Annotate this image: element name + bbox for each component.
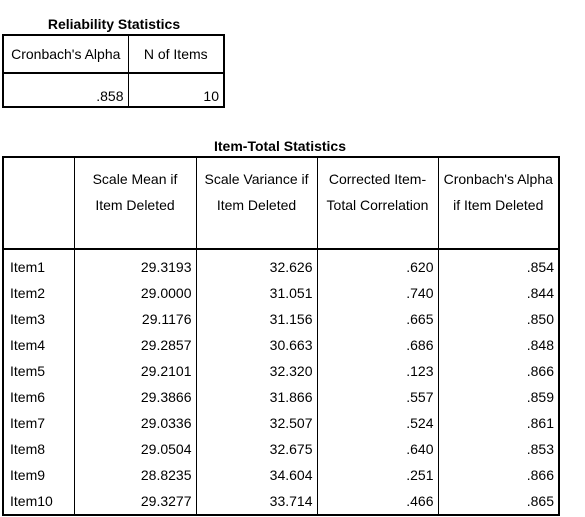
row-label: Item9 <box>2 462 75 488</box>
column-header: Scale Mean if Item Deleted <box>73 156 197 250</box>
row-label: Item7 <box>2 410 75 436</box>
table-cell: 29.0336 <box>73 410 197 436</box>
table-row: Item10 29.3277 33.714.466.865 <box>2 488 560 515</box>
table-header-row: Cronbach's Alpha N of Items <box>2 34 225 74</box>
column-header: Corrected Item-Total Correlation <box>316 156 439 250</box>
table-cell: 33.714 <box>195 488 318 515</box>
table-cell: .524 <box>316 410 439 436</box>
table-cell: 34.604 <box>195 462 318 488</box>
table-cell: .686 <box>316 332 439 358</box>
row-label: Item3 <box>2 306 75 332</box>
table-cell: 31.866 <box>195 384 318 410</box>
row-label: Item6 <box>2 384 75 410</box>
table-cell: .640 <box>316 436 439 462</box>
table-cell: 29.0000 <box>73 280 197 306</box>
table-row: Item4 29.2857 30.663.686.848 <box>2 332 560 358</box>
row-label: Item4 <box>2 332 75 358</box>
table-cell: 29.2101 <box>73 358 197 384</box>
row-label: Item5 <box>2 358 75 384</box>
table-cell: .866 <box>437 462 560 488</box>
table-cell: .854 <box>437 249 560 280</box>
table-cell: 29.1176 <box>73 306 197 332</box>
cronbachs-alpha-value: .858 <box>2 72 129 108</box>
row-label: Item2 <box>2 280 75 306</box>
table-cell: 32.320 <box>195 358 318 384</box>
table-header-row: Scale Mean if Item Deleted Scale Varianc… <box>2 156 560 250</box>
table-cell: .866 <box>437 358 560 384</box>
table-cell: 32.675 <box>195 436 318 462</box>
n-of-items-value: 10 <box>127 72 225 108</box>
table-cell: .850 <box>437 306 560 332</box>
column-header: Cronbach's Alpha if Item Deleted <box>437 156 560 250</box>
table-cell: 31.051 <box>195 280 318 306</box>
table-cell: 29.2857 <box>73 332 197 358</box>
table-cell: .123 <box>316 358 439 384</box>
table-cell: 28.8235 <box>73 462 197 488</box>
table-cell: .859 <box>437 384 560 410</box>
row-label: Item1 <box>2 249 75 280</box>
column-header: N of Items <box>127 34 225 74</box>
column-header: Scale Variance if Item Deleted <box>195 156 318 250</box>
table-row: Item7 29.0336 32.507.524.861 <box>2 410 560 436</box>
reliability-statistics-title: Reliability Statistics <box>47 16 181 32</box>
table-row: Item9 28.8235 34.604.251.866 <box>2 462 560 488</box>
table-cell: .251 <box>316 462 439 488</box>
table-cell: .853 <box>437 436 560 462</box>
table-cell: .844 <box>437 280 560 306</box>
table-row: Item8 29.0504 32.675.640.853 <box>2 436 560 462</box>
table-row: .858 10 <box>2 72 225 108</box>
table-cell: .740 <box>316 280 439 306</box>
table-cell: .665 <box>316 306 439 332</box>
column-header <box>2 156 75 250</box>
row-label: Item8 <box>2 436 75 462</box>
table-cell: .620 <box>316 249 439 280</box>
table-cell: .848 <box>437 332 560 358</box>
table-cell: 29.3866 <box>73 384 197 410</box>
item-total-statistics-title: Item-Total Statistics <box>214 138 346 154</box>
table-cell: .557 <box>316 384 439 410</box>
table-cell: 29.3193 <box>73 249 197 280</box>
table-cell: 32.507 <box>195 410 318 436</box>
table-cell: 32.626 <box>195 249 318 280</box>
column-header: Cronbach's Alpha <box>2 34 129 74</box>
table-row: Item1 29.3193 32.626.620.854 <box>2 249 560 280</box>
table-cell: 31.156 <box>195 306 318 332</box>
table-row: Item3 29.1176 31.156.665.850 <box>2 306 560 332</box>
table-cell: .861 <box>437 410 560 436</box>
reliability-statistics-table: Cronbach's Alpha N of Items .858 10 <box>2 34 225 108</box>
item-table-body: Item1 29.3193 32.626.620.854 Item2 29.0000 31… <box>2 249 560 515</box>
table-row: Item6 29.3866 31.866.557.859 <box>2 384 560 410</box>
table-cell: 30.663 <box>195 332 318 358</box>
table-row: Item5 29.2101 32.320.123.866 <box>2 358 560 384</box>
row-label: Item10 <box>2 488 75 515</box>
table-cell: .865 <box>437 488 560 515</box>
table-cell: .466 <box>316 488 439 515</box>
table-cell: 29.0504 <box>73 436 197 462</box>
table-cell: 29.3277 <box>73 488 197 515</box>
item-total-statistics-table: Scale Mean if Item Deleted Scale Varianc… <box>2 156 560 516</box>
table-row: Item2 29.0000 31.051.740.844 <box>2 280 560 306</box>
